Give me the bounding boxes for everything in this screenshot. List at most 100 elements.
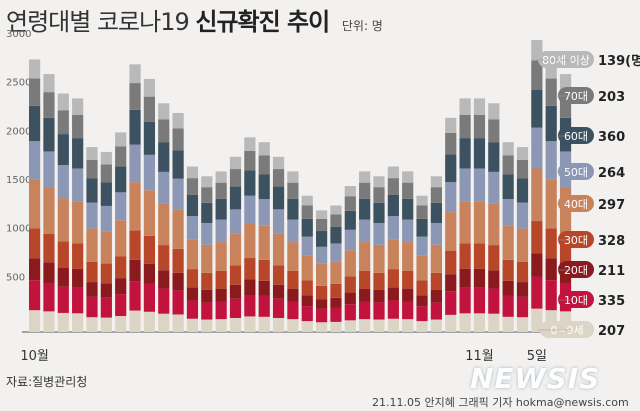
bar-segment [186,287,199,301]
bar-segment [359,219,371,243]
bar-segment [129,83,141,110]
bar-segment [272,317,285,332]
bar-segment [215,242,227,271]
bar-segment [258,142,270,156]
bar-segment [459,201,471,244]
bar-segment [100,151,112,165]
bar-segment [516,202,529,229]
bar-segment [516,178,529,203]
legend-label: 80세 이상 [542,54,590,67]
bar-segment [244,222,256,259]
credit-label: 21.11.05 안지혜 그래픽 기자 hokma@newsis.com [372,396,629,409]
bar-segment [172,248,184,273]
bar-segment [229,186,242,210]
bar-segment [215,270,227,289]
legend-label: 20대 [564,264,588,277]
bar-segment [201,302,213,320]
bar-segment [430,302,442,320]
bar-segment [72,168,84,202]
bar-segment [473,313,486,332]
legend-value: 211 [598,264,625,279]
bar-segment [186,300,199,319]
bar-segment [473,98,486,115]
bar-segment [129,182,141,231]
bar-segment [186,194,199,217]
bar-segment [316,231,328,247]
bar-segment [531,40,543,61]
bar-segment [416,236,428,256]
bar-segment [330,226,342,244]
bar-segment [473,201,486,244]
bar-segment [531,221,543,254]
bar-segment [272,156,285,170]
bar-segment [344,304,356,321]
legend-label: 50대 [564,166,588,179]
bar-segment [402,270,414,289]
bar-segment [516,160,529,179]
bar-segment [143,154,155,191]
bar-segment [516,317,529,332]
bar-segment [115,256,127,279]
bar-segment [301,195,313,206]
bar-segment [158,203,170,246]
bar-segment [201,289,213,303]
bar-segment [502,155,514,175]
bar-segment [129,109,141,145]
bar-segment [430,202,442,223]
legend-label: 40대 [564,198,588,211]
bar-segment [129,230,141,260]
bar-segment [373,319,385,332]
bar-segment [201,319,213,332]
bar-segment [115,278,127,295]
bar-segment [229,298,242,318]
bar-segment [201,222,213,245]
legend-swatch [558,87,594,104]
bar-segment [129,259,141,282]
bar-segment [373,272,385,290]
bar-segment [244,316,256,332]
bar-segment [172,150,184,179]
bar-segment [373,289,385,303]
bar-segment [344,320,356,332]
legend-label: 10대 [564,294,588,307]
bar-segment [531,60,543,90]
bar-segment [258,155,270,175]
bar-segment [330,297,342,308]
bar-segment [301,280,313,296]
bar-segment [201,187,213,203]
legend-value: 207 [598,324,625,339]
bar-segment [459,243,471,269]
bar-segment [301,205,313,219]
bar-segment [459,313,471,332]
bar-segment [186,269,199,288]
bar-segment [344,186,356,197]
bar-segment [172,128,184,151]
bar-segment [402,301,414,320]
bar-segment [115,166,127,193]
bar-segment [258,199,270,226]
bar-segment [287,319,299,332]
bar-segment [416,255,428,281]
bar-segment [387,300,399,319]
legend-swatch [558,291,594,308]
bar-segment [115,132,127,147]
bar-segment [344,229,356,251]
bar-segment [86,178,98,203]
legend-value: 203 [598,90,625,105]
bar-segment [29,310,41,332]
bar-segment [287,301,299,320]
bar-segment [387,166,399,179]
bar-segment [459,98,471,115]
bar-segment [172,209,184,249]
bar-segment [373,222,385,245]
bar-segment [373,244,385,273]
legend-value: 264 [598,166,625,181]
bar-segment [229,156,242,170]
bar-segment [143,96,155,122]
bar-segment [100,297,112,318]
bar-segment [244,195,256,223]
bar-segment [43,117,55,152]
legend-label: 60대 [564,130,588,143]
bar-segment [287,198,299,220]
bar-segment [488,142,500,172]
